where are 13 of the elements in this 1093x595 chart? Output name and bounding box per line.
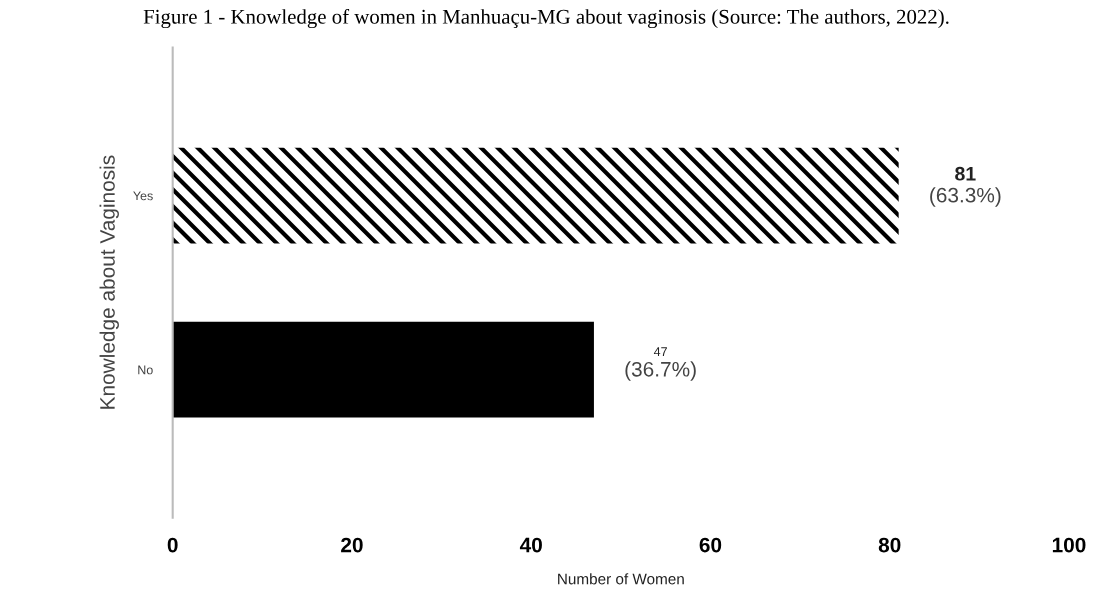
data-label: 81 (63.3%): [930, 166, 1001, 207]
data-label: 47 (36.7%): [625, 347, 696, 381]
chart-title: Figure 1 - Knowledge of women in Manhuaçu-MG about vaginosis (Source: The authors, 2022).: [143, 8, 949, 29]
y-tick-label: No: [138, 365, 153, 375]
x-axis-title: Number of Women: [558, 573, 684, 585]
y-axis-title: Knowledge about Vaginosis: [99, 155, 119, 409]
x-tick-label: 60: [699, 537, 722, 553]
x-tick-label: 40: [519, 537, 542, 553]
y-tick-label: Yes: [133, 191, 153, 201]
x-tick-label: 20: [341, 537, 363, 553]
x-tick-label: 80: [878, 537, 901, 553]
x-tick-label: 100: [1052, 537, 1086, 553]
x-tick-label: 0: [167, 537, 178, 553]
